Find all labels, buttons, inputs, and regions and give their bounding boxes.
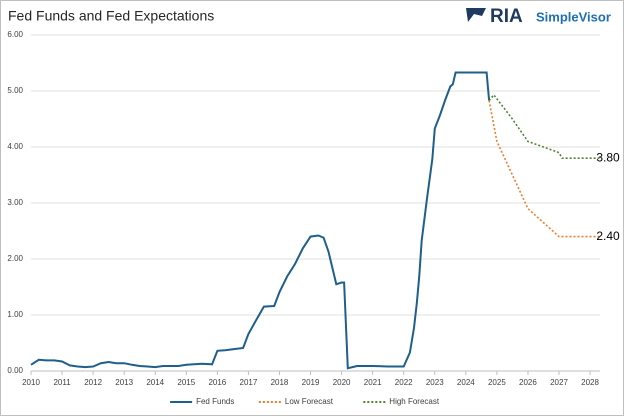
x-tick-label: 2014 [146, 378, 164, 387]
x-tick-label: 2023 [426, 378, 444, 387]
logo-mark: RIA [490, 6, 523, 27]
y-tick-label: 4.00 [7, 142, 23, 151]
x-tick-label: 2021 [364, 378, 382, 387]
x-tick-label: 2018 [271, 378, 289, 387]
logo-name: SimpleVisor [536, 9, 611, 24]
x-tick-label: 2020 [333, 378, 351, 387]
value-label: 2.40 [596, 229, 620, 243]
x-tick-label: 2010 [22, 378, 40, 387]
x-tick-label: 2024 [457, 378, 475, 387]
y-tick-label: 1.00 [7, 310, 23, 319]
x-tick-label: 2027 [550, 378, 568, 387]
x-tick-label: 2022 [395, 378, 413, 387]
y-tick-label: 3.00 [7, 198, 23, 207]
x-tick-label: 2011 [53, 378, 71, 387]
x-tick-label: 2013 [115, 378, 133, 387]
x-tick-label: 2015 [177, 378, 195, 387]
x-tick-label: 2016 [208, 378, 226, 387]
y-tick-label: 2.00 [7, 254, 23, 263]
series-line [488, 93, 600, 159]
logo-icon [466, 8, 486, 22]
x-tick-label: 2019 [302, 378, 320, 387]
value-label: 3.80 [596, 150, 620, 164]
x-tick-label: 2028 [581, 378, 599, 387]
y-tick-label: 5.00 [7, 86, 23, 95]
legend-label: Fed Funds [196, 397, 234, 406]
y-tick-label: 0.00 [7, 366, 23, 375]
x-tick-label: 2025 [488, 378, 506, 387]
chart-title: Fed Funds and Fed Expectations [8, 8, 214, 24]
x-tick-label: 2012 [84, 378, 102, 387]
legend-label: High Forecast [389, 397, 440, 406]
series-line [488, 100, 600, 238]
series-line [30, 71, 491, 370]
y-tick-label: 6.00 [7, 30, 23, 39]
x-tick-label: 2017 [240, 378, 258, 387]
legend-label: Low Forecast [285, 397, 334, 406]
x-tick-label: 2026 [519, 378, 537, 387]
